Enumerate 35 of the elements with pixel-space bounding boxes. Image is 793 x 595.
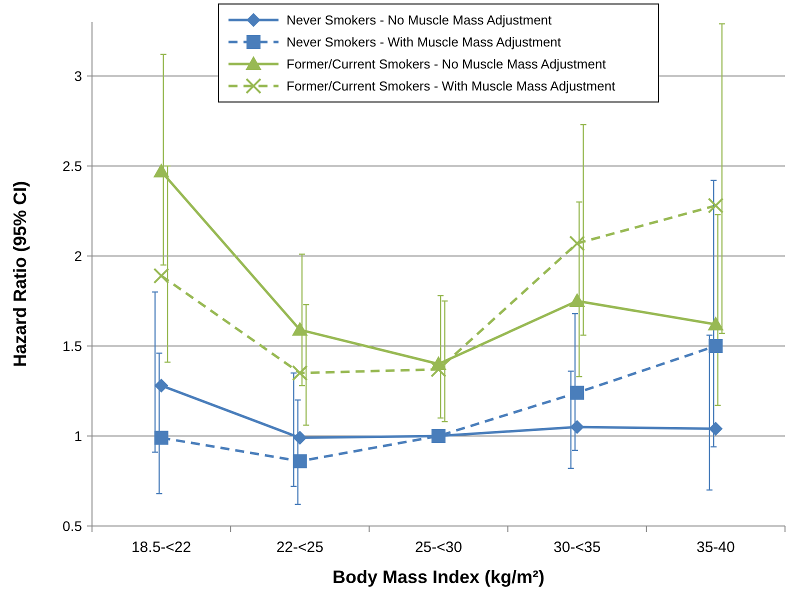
point	[154, 430, 168, 445]
point	[153, 268, 170, 284]
y-axis-title: Hazard Ratio (95% CI)	[10, 180, 30, 368]
point	[708, 422, 723, 436]
legend-label: Never Smokers - No Muscle Mass Adjustment	[286, 12, 552, 28]
legend-label: Former/Current Smokers - With Muscle Mass Adjustment	[286, 78, 616, 94]
point	[430, 361, 446, 378]
point	[292, 322, 308, 336]
point	[569, 235, 586, 252]
x-tick-label: 18.5-<22	[131, 539, 192, 556]
point	[292, 430, 307, 445]
x-tick-label: 22-<25	[276, 539, 324, 556]
x-tick-label: 25-<30	[414, 539, 462, 556]
point	[708, 316, 724, 330]
point	[708, 339, 723, 353]
point	[153, 163, 170, 178]
y-tick-label: 1.5	[62, 338, 82, 354]
x-tick-label: 30-<35	[554, 539, 601, 556]
legend-label: Former/Current Smokers - No Muscle Mass Adjustment	[286, 56, 606, 72]
point	[570, 420, 584, 434]
y-tick-label: 2	[74, 248, 82, 264]
point	[570, 386, 584, 400]
point	[432, 429, 446, 443]
legend-label: Never Smokers - With Muscle Mass Adjustment	[286, 34, 562, 50]
point	[708, 198, 724, 214]
y-tick-label: 1	[74, 428, 82, 444]
point	[154, 378, 168, 393]
point	[569, 293, 586, 307]
y-tick-label: 2.5	[62, 158, 82, 174]
point	[292, 454, 307, 468]
x-tick-label: 35-40	[696, 539, 735, 556]
x-axis-title: Body Mass Index (kg/m²)	[332, 567, 545, 587]
y-tick-label: 0.5	[62, 518, 82, 534]
y-tick-label: 3	[74, 68, 82, 84]
point	[292, 365, 308, 381]
